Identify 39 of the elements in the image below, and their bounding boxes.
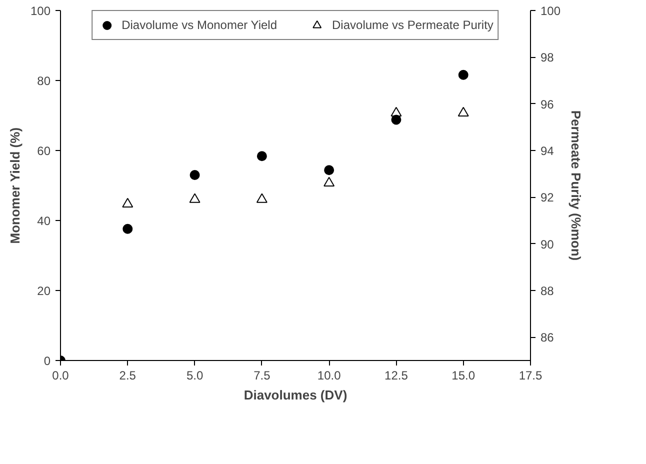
point: [324, 176, 335, 187]
y-tick-label: 100: [30, 4, 51, 18]
y2-tick-label: 96: [540, 97, 554, 112]
y-tick-label: 60: [37, 144, 51, 158]
point: [189, 193, 200, 203]
point: [256, 151, 267, 162]
y2-tick-label: 90: [540, 237, 554, 252]
x-tick-label: 15.0: [452, 368, 476, 382]
point: [458, 106, 469, 117]
legend-label: Diavolume vs Monomer Yield: [122, 18, 278, 32]
y2-tick-label: 92: [540, 190, 554, 205]
y-tick-label: 80: [37, 74, 51, 88]
x-tick-label: 0.0: [52, 368, 70, 382]
y2-tick-label: 94: [540, 144, 554, 158]
point: [122, 198, 134, 208]
point: [190, 170, 200, 180]
y-tick-label: 40: [37, 214, 51, 228]
legend-label: Diavolume vs Permeate Purity: [332, 18, 494, 32]
point: [122, 224, 133, 234]
point: [458, 70, 468, 80]
point: [390, 106, 402, 117]
y2-axis-title: Permeate Purity (%mon): [568, 110, 584, 261]
y2-tick-label: 98: [540, 50, 554, 65]
y2-tick-label: 86: [540, 330, 554, 345]
x-tick-label: 10.0: [317, 368, 342, 382]
point: [256, 193, 268, 203]
point: [391, 114, 402, 125]
x-tick-label: 12.5: [384, 368, 408, 382]
y-axis-title: Monomer Yield (%): [7, 127, 22, 244]
x-axis-title: Diavolumes (DV): [244, 388, 348, 402]
x-tick-label: 2.5: [119, 368, 136, 382]
y2-tick-label: 100: [540, 4, 561, 18]
point: [324, 165, 334, 176]
x-tick-label: 7.5: [254, 368, 271, 382]
x-tick-label: 17.5: [518, 368, 543, 382]
y-tick-label: 20: [37, 284, 51, 298]
x-tick-label: 5.0: [186, 368, 204, 382]
y-tick-label: 0: [44, 354, 51, 368]
y2-tick-label: 88: [540, 284, 554, 298]
